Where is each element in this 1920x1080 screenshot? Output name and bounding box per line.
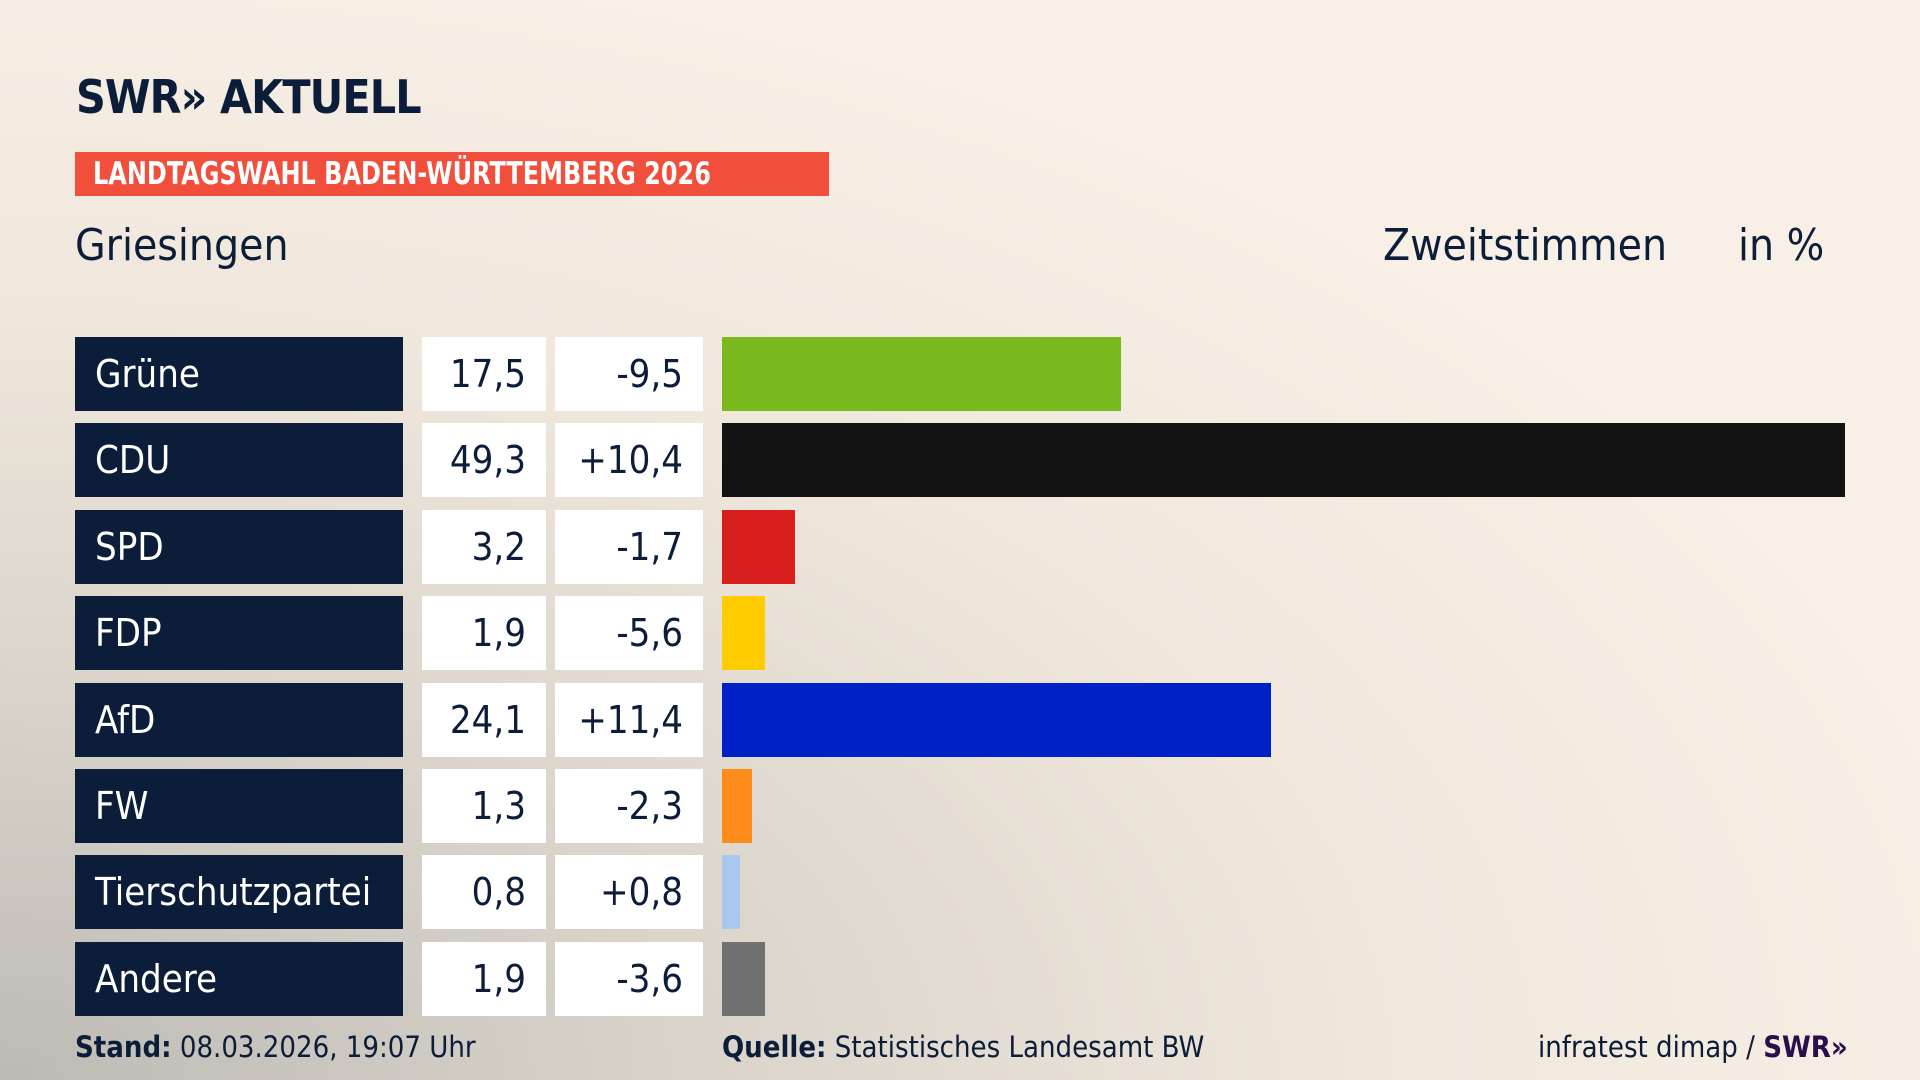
source-value: Statistisches Landesamt BW [834, 1030, 1205, 1064]
party-bar [722, 682, 1271, 757]
credit-text: infratest dimap / [1538, 1030, 1764, 1064]
election-banner: LANDTAGSWAHL BADEN-WÜRTTEMBERG 2026 [75, 152, 829, 196]
credit-info: infratest dimap / SWR» [1538, 1030, 1848, 1064]
party-diff: -5,6 [555, 596, 703, 671]
result-row: SPD 3,2 -1,7 [0, 509, 1920, 584]
party-bar [722, 769, 752, 843]
source-info: Quelle: Statistisches Landesamt BW [722, 1030, 1204, 1064]
party-value: 0,8 [422, 855, 546, 930]
unit-label: in % [1738, 220, 1825, 271]
election-title: LANDTAGSWAHL BADEN-WÜRTTEMBERG 2026 [93, 156, 711, 192]
party-name: FDP [75, 596, 403, 671]
party-value: 3,2 [422, 509, 546, 584]
party-bar [722, 423, 1845, 498]
party-bar [722, 596, 766, 671]
swr-aktuell-logo: SWR» AKTUELL [76, 70, 422, 124]
result-row: Tierschutzpartei 0,8 +0,8 [0, 855, 1920, 930]
party-name: Tierschutzpartei [75, 855, 403, 930]
party-name: AfD [75, 682, 403, 757]
party-value: 49,3 [422, 423, 546, 498]
result-row: Andere 1,9 -3,6 [0, 941, 1920, 1016]
place-title: Griesingen [75, 220, 289, 271]
party-bar [722, 941, 766, 1016]
party-value: 1,3 [422, 769, 546, 843]
party-diff: -1,7 [555, 509, 703, 584]
result-row: CDU 49,3 +10,4 [0, 423, 1920, 498]
party-value: 1,9 [422, 941, 546, 1016]
party-diff: -9,5 [555, 337, 703, 411]
stand-value: 08.03.2026, 19:07 Uhr [179, 1030, 476, 1064]
party-diff: -2,3 [555, 769, 703, 843]
party-bar [722, 337, 1121, 411]
party-value: 24,1 [422, 682, 546, 757]
stand-label: Stand: [75, 1030, 172, 1064]
party-bar [722, 509, 795, 584]
party-value: 17,5 [422, 337, 546, 411]
party-name: SPD [75, 509, 403, 584]
party-diff: +0,8 [555, 855, 703, 930]
vote-type: Zweitstimmen [1383, 220, 1668, 271]
party-value: 1,9 [422, 596, 546, 671]
result-row: FDP 1,9 -5,6 [0, 596, 1920, 671]
result-row: AfD 24,1 +11,4 [0, 682, 1920, 757]
result-row: Grüne 17,5 -9,5 [0, 337, 1920, 411]
stand-info: Stand: 08.03.2026, 19:07 Uhr [75, 1030, 476, 1064]
party-name: Grüne [75, 337, 403, 411]
party-bar [722, 855, 741, 930]
party-diff: +11,4 [555, 682, 703, 757]
result-row: FW 1,3 -2,3 [0, 769, 1920, 843]
party-name: FW [75, 769, 403, 843]
source-label: Quelle: [722, 1030, 827, 1064]
party-name: CDU [75, 423, 403, 498]
party-diff: +10,4 [555, 423, 703, 498]
party-name: Andere [75, 941, 403, 1016]
party-diff: -3,6 [555, 941, 703, 1016]
swr-logo: SWR» [1763, 1030, 1848, 1064]
